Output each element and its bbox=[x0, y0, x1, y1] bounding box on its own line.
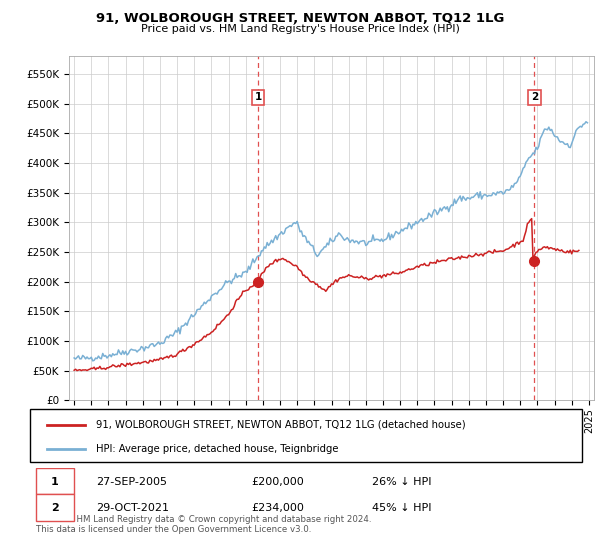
Text: £200,000: £200,000 bbox=[251, 477, 304, 487]
FancyBboxPatch shape bbox=[30, 409, 582, 462]
Text: 27-SEP-2005: 27-SEP-2005 bbox=[96, 477, 167, 487]
Text: Contains HM Land Registry data © Crown copyright and database right 2024.
This d: Contains HM Land Registry data © Crown c… bbox=[35, 515, 371, 534]
Text: 2: 2 bbox=[530, 92, 538, 102]
Text: 1: 1 bbox=[51, 477, 59, 487]
Text: Price paid vs. HM Land Registry's House Price Index (HPI): Price paid vs. HM Land Registry's House … bbox=[140, 24, 460, 34]
FancyBboxPatch shape bbox=[35, 494, 74, 521]
Text: 45% ↓ HPI: 45% ↓ HPI bbox=[372, 503, 432, 513]
Text: 2: 2 bbox=[51, 503, 59, 513]
Text: 29-OCT-2021: 29-OCT-2021 bbox=[96, 503, 169, 513]
Text: 26% ↓ HPI: 26% ↓ HPI bbox=[372, 477, 432, 487]
Text: HPI: Average price, detached house, Teignbridge: HPI: Average price, detached house, Teig… bbox=[96, 444, 339, 454]
Text: 91, WOLBOROUGH STREET, NEWTON ABBOT, TQ12 1LG (detached house): 91, WOLBOROUGH STREET, NEWTON ABBOT, TQ1… bbox=[96, 420, 466, 430]
Text: 1: 1 bbox=[254, 92, 262, 102]
Text: £234,000: £234,000 bbox=[251, 503, 304, 513]
Text: 91, WOLBOROUGH STREET, NEWTON ABBOT, TQ12 1LG: 91, WOLBOROUGH STREET, NEWTON ABBOT, TQ1… bbox=[96, 12, 504, 25]
FancyBboxPatch shape bbox=[35, 468, 74, 494]
